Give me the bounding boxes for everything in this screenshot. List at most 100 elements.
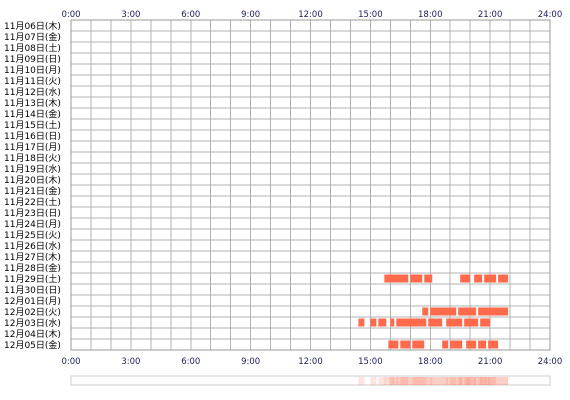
row-label: 11月30日(日) [4,285,61,296]
summary-strip-segment [370,377,377,385]
row-label: 11月21日(金) [4,185,61,197]
summary-strip-segment [388,377,399,385]
row-label: 12月04日(木) [4,328,61,340]
activity-bar [378,318,387,327]
row-label: 11月07日(金) [4,31,61,43]
x-tick-label-bottom: 3:00 [121,357,140,367]
activity-bar [388,340,399,349]
activity-bar [460,274,471,283]
row-label: 11月26日(水) [4,240,61,252]
row-label: 11月17日(月) [4,142,61,153]
activity-bar [370,318,377,327]
summary-strip-segment [464,377,479,385]
row-label: 11月28日(金) [4,262,61,274]
activity-bar [422,307,429,316]
row-label: 11月19日(水) [4,163,61,175]
activity-bar [450,340,463,349]
row-label: 11月25日(火) [4,230,61,241]
summary-strip-segment [488,377,499,385]
row-label: 11月22日(土) [4,196,61,208]
activity-bar [478,340,487,349]
activity-bar [488,340,499,349]
summary-strip-segment [450,377,463,385]
top-x-axis: 0:00 3:00 6:00 9:00 12:00 15:00 18:00 21:00 24:0… [61,10,562,20]
row-label: 11月11日(火) [4,76,61,87]
plot-frame [70,19,551,351]
summary-strip-segment [484,377,497,385]
activity-bar [498,274,509,283]
summary-strip-segment [442,377,449,385]
x-tick-label-top: 0:00 [61,10,80,20]
summary-strip-segment [478,377,487,385]
summary-strip-segment [498,377,509,385]
summary-strip-segment [422,377,429,385]
activity-bar [400,340,411,349]
x-tick-label-top: 15:00 [358,10,383,20]
row-label: 11月14日(金) [4,108,61,120]
summary-strip-segment [390,377,395,385]
activity-bars [358,274,509,349]
row-label: 11月16日(日) [4,131,61,142]
row-label: 11月10日(月) [4,65,61,76]
row-label: 12月02日(火) [4,307,61,318]
activity-bar [466,340,477,349]
bottom-x-axis: 0:00 3:00 6:00 9:00 12:00 15:00 18:00 21:00 24:0… [61,357,562,367]
row-label: 11月23日(日) [4,208,61,219]
x-tick-label-bottom: 6:00 [181,357,200,367]
summary-strip-segment [424,377,433,385]
row-label: 11月15日(土) [4,119,61,131]
x-tick-label-top: 21:00 [478,10,503,20]
row-label: 11月12日(水) [4,86,61,98]
activity-bar [478,307,509,316]
summary-strip-frame [70,375,551,386]
activity-bar [424,274,433,283]
row-label: 11月27日(木) [4,251,61,263]
summary-strip-segment [384,377,409,385]
summary-strip-segment [478,377,509,385]
x-tick-label-bottom: 24:00 [538,357,563,367]
activity-bar [384,274,409,283]
x-tick-label-bottom: 21:00 [478,357,503,367]
row-label: 12月01日(月) [4,296,61,307]
summary-strip-segment [458,377,477,385]
row-label: 11月06日(木) [4,20,61,32]
summary-strip-segment [430,377,457,385]
x-tick-label-top: 24:00 [538,10,563,20]
activity-bar [358,318,365,327]
row-label: 11月24日(月) [4,219,61,230]
activity-bar [464,318,479,327]
activity-bar [396,318,427,327]
summary-strip-segment [474,377,483,385]
summary-strip-segment [446,377,463,385]
activity-bar [458,307,477,316]
activity-bar [410,274,423,283]
x-tick-label-bottom: 9:00 [241,357,260,367]
summary-strip-segment [378,377,387,385]
x-tick-label-top: 12:00 [298,10,323,20]
row-label: 11月20日(木) [4,174,61,186]
activity-bar [412,340,425,349]
row-label: 11月09日(日) [4,54,61,65]
activity-bar [442,340,449,349]
activity-bar [474,274,483,283]
x-tick-label-top: 18:00 [418,10,443,20]
summary-strip [70,375,551,386]
row-label: 11月08日(土) [4,42,61,54]
summary-strip-segment [358,377,365,385]
activity-bar [390,318,395,327]
row-labels: 11月06日(木)11月07日(金)11月08日(土)11月09日(日)11月1… [4,20,61,351]
x-tick-label-bottom: 15:00 [358,357,383,367]
summary-strip-segment [480,377,491,385]
activity-bar [446,318,463,327]
summary-strip-segment [410,377,423,385]
x-tick-label-top: 9:00 [241,10,260,20]
x-tick-label-bottom: 18:00 [418,357,443,367]
summary-strip-segment [466,377,477,385]
activity-bar [430,307,457,316]
summary-strip-segment [460,377,471,385]
x-tick-label-bottom: 12:00 [298,357,323,367]
x-tick-label-top: 6:00 [181,10,200,20]
row-label: 11月29日(土) [4,273,61,285]
row-label: 11月13日(木) [4,97,61,109]
